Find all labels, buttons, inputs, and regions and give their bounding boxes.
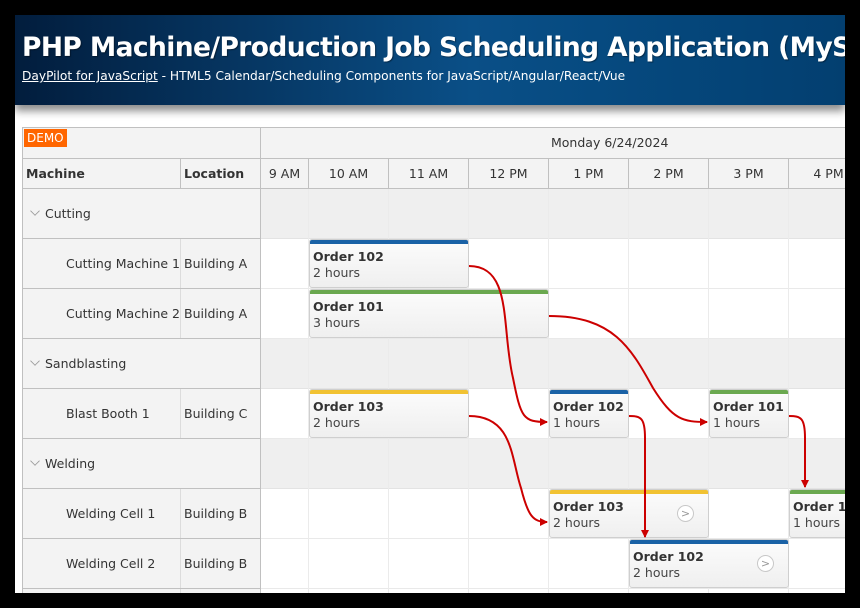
date-header: Monday 6/24/2024 xyxy=(261,128,845,159)
page-subtitle: DayPilot for JavaScript - HTML5 Calendar… xyxy=(22,69,625,83)
group-row-cutting[interactable]: Cutting xyxy=(23,189,261,239)
resource-name: Welding Cell 1 xyxy=(23,489,181,538)
event-color-bar xyxy=(790,490,845,494)
event-order-101[interactable]: Order 101 3 hours xyxy=(309,289,549,338)
group-name: Sandblasting xyxy=(45,356,127,371)
resource-row[interactable]: Welding Cell 2 Building B xyxy=(23,539,261,589)
resource-name: Cutting Machine 2 xyxy=(23,289,181,338)
event-order-103[interactable]: Order 103 2 hours xyxy=(309,389,469,438)
resource-row[interactable]: Cutting Machine 2 Building A xyxy=(23,289,261,339)
resource-location: Building B xyxy=(184,556,248,571)
event-color-bar xyxy=(310,290,548,294)
group-row-sandblasting[interactable]: Sandblasting xyxy=(23,339,261,389)
resource-name: Blast Booth 1 xyxy=(23,389,181,438)
page-header: PHP Machine/Production Job Scheduling Ap… xyxy=(15,15,845,105)
event-order-102[interactable]: Order 102 2 hours xyxy=(309,239,469,288)
event-duration: 2 hours xyxy=(313,415,361,430)
grid-row-group xyxy=(261,189,845,239)
grid-row-group xyxy=(261,339,845,389)
event-order-102[interactable]: Order 102 2 hours > xyxy=(629,539,789,588)
group-name: Cutting xyxy=(45,206,91,221)
chevron-right-icon[interactable]: > xyxy=(677,505,694,522)
resource-location: Building C xyxy=(184,406,248,421)
event-color-bar xyxy=(550,390,628,394)
event-title: Order 102 xyxy=(633,549,704,564)
scheduler-corner: DEMO xyxy=(23,128,261,159)
column-header-location[interactable]: Location xyxy=(181,159,261,189)
event-duration: 2 hours xyxy=(313,265,361,280)
hour-header: 3 PM xyxy=(709,159,789,189)
event-duration: 2 hours xyxy=(633,565,681,580)
resource-row[interactable]: Blast Booth 1 Building C xyxy=(23,389,261,439)
event-order-101[interactable]: Order 101 1 hours xyxy=(789,489,845,538)
hour-header: 4 PM xyxy=(789,159,845,189)
event-title: Order 101 xyxy=(313,299,384,314)
event-title: Order 103 xyxy=(553,499,624,514)
resource-name: Cutting Machine 1 xyxy=(23,239,181,288)
subtitle-text: - HTML5 Calendar/Scheduling Components f… xyxy=(157,69,626,83)
event-order-102[interactable]: Order 102 1 hours xyxy=(549,389,629,438)
event-title: Order 102 xyxy=(313,249,384,264)
resource-location: Building B xyxy=(184,506,248,521)
resource-name: Welding Cell 2 xyxy=(23,539,181,588)
resource-row[interactable]: Welding Cell 1 Building B xyxy=(23,489,261,539)
group-name: Welding xyxy=(45,456,96,471)
grid-row[interactable] xyxy=(261,539,845,589)
grid-row-group xyxy=(261,439,845,489)
date-label: Monday 6/24/2024 xyxy=(551,135,669,150)
resource-location: Building A xyxy=(184,256,248,271)
event-title: Order 103 xyxy=(313,399,384,414)
hour-header: 9 AM xyxy=(261,159,309,189)
grid-row[interactable] xyxy=(261,239,845,289)
group-row-welding[interactable]: Welding xyxy=(23,439,261,489)
grid-row[interactable] xyxy=(261,489,845,539)
event-duration: 1 hours xyxy=(553,415,601,430)
chevron-right-icon[interactable]: > xyxy=(757,555,774,572)
event-color-bar xyxy=(550,490,708,494)
hour-header: 1 PM xyxy=(549,159,629,189)
hour-header: 12 PM xyxy=(469,159,549,189)
page-title: PHP Machine/Production Job Scheduling Ap… xyxy=(22,32,845,63)
grid-row[interactable] xyxy=(261,389,845,439)
hour-header: 11 AM xyxy=(389,159,469,189)
resource-row xyxy=(23,589,261,593)
resource-location: Building A xyxy=(184,306,248,321)
event-title: Order 101 xyxy=(713,399,784,414)
event-color-bar xyxy=(710,390,788,394)
event-color-bar xyxy=(310,240,468,244)
column-header-machine[interactable]: Machine xyxy=(23,159,181,189)
event-duration: 1 hours xyxy=(793,515,841,530)
demo-badge: DEMO xyxy=(24,129,67,147)
daypilot-link[interactable]: DayPilot for JavaScript xyxy=(22,69,158,83)
scheduler: DEMO Monday 6/24/2024 Machine Location 9… xyxy=(22,127,845,593)
event-duration: 1 hours xyxy=(713,415,761,430)
event-order-101[interactable]: Order 101 1 hours xyxy=(709,389,789,438)
hour-header: 10 AM xyxy=(309,159,389,189)
event-color-bar xyxy=(310,390,468,394)
page: PHP Machine/Production Job Scheduling Ap… xyxy=(15,15,845,593)
hour-header: 2 PM xyxy=(629,159,709,189)
event-color-bar xyxy=(630,540,788,544)
event-duration: 3 hours xyxy=(313,315,361,330)
resource-row[interactable]: Cutting Machine 1 Building A xyxy=(23,239,261,289)
event-title: Order 102 xyxy=(553,399,624,414)
event-duration: 2 hours xyxy=(553,515,601,530)
event-order-103[interactable]: Order 103 2 hours > xyxy=(549,489,709,538)
event-title: Order 101 xyxy=(793,499,845,514)
